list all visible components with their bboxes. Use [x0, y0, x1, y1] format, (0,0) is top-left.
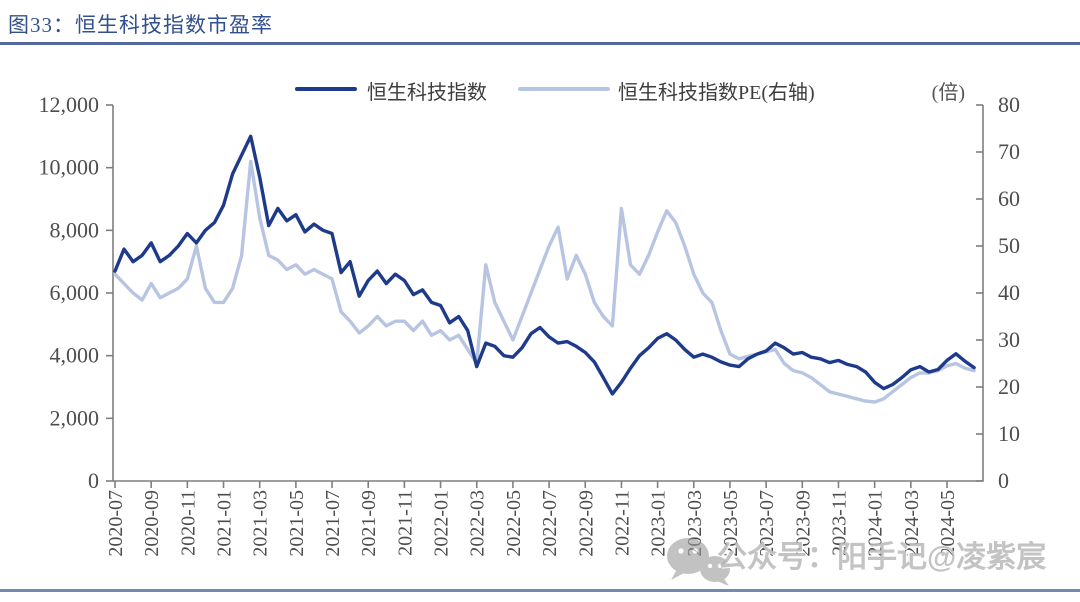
x-axis-tick-label: 2021-05 — [286, 490, 308, 557]
index-line-swatch — [295, 87, 357, 91]
left-axis-tick-label: 4,000 — [50, 343, 100, 368]
left-axis-tick-label: 8,000 — [50, 217, 100, 242]
series-line-pe — [113, 159, 976, 404]
x-axis-tick-label: 2023-09 — [792, 490, 814, 557]
x-axis-tick-label: 2020-11 — [177, 490, 199, 556]
x-axis-tick-label: 2021-01 — [214, 490, 236, 557]
x-axis-tick-label: 2022-11 — [611, 490, 633, 556]
left-axis-tick-label: 12,000 — [39, 92, 100, 117]
x-axis-tick-label: 2023-05 — [720, 490, 742, 557]
x-axis-tick-label: 2022-09 — [575, 490, 597, 557]
right-axis-tick-label: 80 — [998, 92, 1020, 117]
x-axis-tick-label: 2021-11 — [394, 490, 416, 556]
series-line-index — [113, 134, 976, 396]
x-axis-tick-label: 2022-03 — [467, 490, 489, 557]
legend-label-pe: 恒生科技指数PE(右轴) — [618, 82, 815, 104]
right-axis-tick-label: 60 — [998, 186, 1020, 211]
axes: 0 2,000 4,000 6,000 8,000 10,000 12,000 0 10 20 30… — [39, 92, 1021, 557]
legend-label-index: 恒生科技指数 — [367, 82, 487, 104]
right-axis-tick-label: 0 — [998, 468, 1009, 493]
x-axis-tick-label: 2024-01 — [865, 490, 887, 557]
x-axis-tick-label: 2021-07 — [322, 490, 344, 557]
bottom-rule — [0, 589, 1080, 592]
legend-item-pe: 恒生科技指数PE(右轴) — [518, 76, 818, 104]
right-axis-tick-label: 10 — [998, 421, 1020, 446]
left-axis-tick-label: 6,000 — [50, 280, 100, 305]
x-axis-tick-label: 2024-03 — [901, 490, 923, 557]
right-axis-tick-label: 50 — [998, 233, 1020, 258]
axis-frame — [112, 105, 984, 482]
right-axis-unit-label: (倍) — [931, 82, 965, 104]
right-axis-tick-label: 20 — [998, 374, 1020, 399]
x-axis-tick-label: 2023-01 — [648, 490, 670, 557]
left-axis-tick-label: 2,000 — [50, 405, 100, 430]
right-axis-tick-label: 30 — [998, 327, 1020, 352]
x-axis-tick-label: 2021-03 — [250, 490, 272, 557]
wechat-icon — [667, 538, 730, 586]
x-axis-tick-label: 2023-11 — [828, 490, 850, 556]
title-underline — [0, 42, 1080, 45]
left-axis-tick-label: 0 — [88, 468, 99, 493]
pe-line-swatch — [518, 87, 610, 91]
chart-legend: 恒生科技指数 恒生科技指数PE(右轴) — [0, 76, 1080, 104]
legend-item-index: 恒生科技指数 — [295, 76, 515, 104]
chart-title: 图33：恒生科技指数市盈率 — [8, 13, 273, 37]
x-axis-tick-label: 2022-01 — [431, 490, 453, 557]
x-axis-tick-label: 2023-07 — [756, 490, 778, 557]
right-axis-tick-label: 70 — [998, 139, 1020, 164]
left-axis-tick-label: 10,000 — [39, 155, 100, 180]
x-axis-tick-label: 2020-09 — [141, 490, 163, 557]
right-axis-tick-label: 40 — [998, 280, 1020, 305]
x-axis-tick-label: 2022-05 — [503, 490, 525, 557]
series-lines — [113, 134, 976, 404]
x-axis-tick-label: 2022-07 — [539, 490, 561, 557]
x-axis-tick-label: 2021-09 — [358, 490, 380, 557]
watermark-text: 公众号：阳手记@凌紫宸 — [717, 541, 1047, 574]
x-axis-tick-label: 2024-05 — [937, 490, 959, 557]
x-axis-tick-label: 2020-07 — [105, 490, 127, 557]
